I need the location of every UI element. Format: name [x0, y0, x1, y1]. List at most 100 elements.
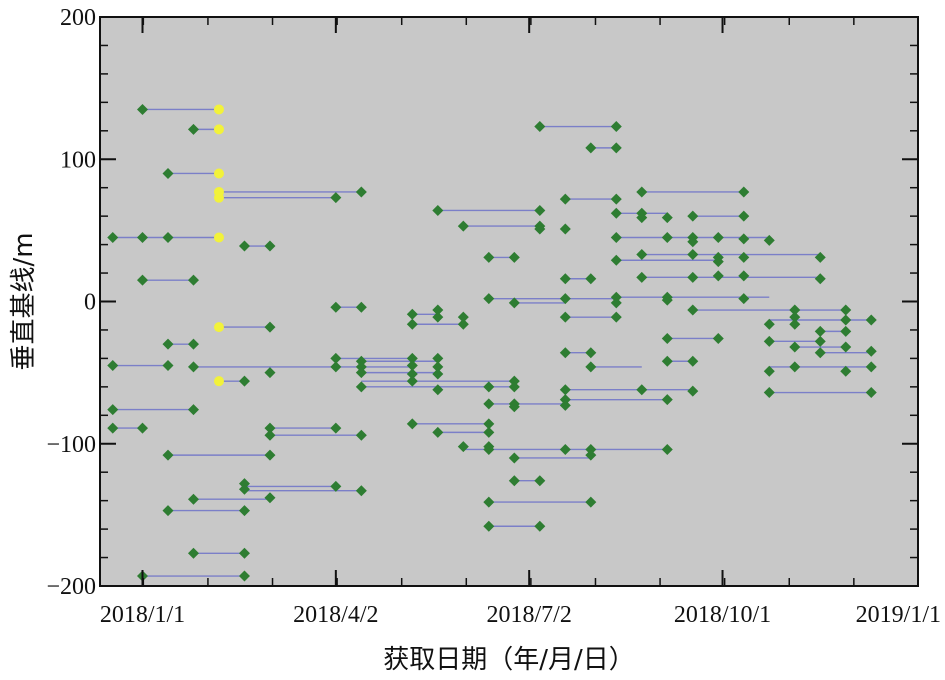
x-tick-label: 2018/10/1: [674, 602, 771, 628]
slave-point: [559, 273, 571, 285]
master-point: [213, 322, 224, 333]
slave-point: [483, 426, 495, 438]
slave-point: [264, 240, 276, 252]
slave-point: [610, 207, 622, 219]
slave-point: [483, 520, 495, 532]
slave-point: [483, 293, 495, 305]
slave-point: [585, 347, 597, 359]
slave-point: [238, 547, 250, 559]
master-point: [213, 168, 224, 179]
slave-point: [763, 318, 775, 330]
slave-point: [738, 293, 750, 305]
slave-point: [264, 429, 276, 441]
slave-point: [610, 231, 622, 243]
slave-point: [187, 361, 199, 373]
slave-point: [610, 291, 622, 303]
y-tick-label: 100: [60, 147, 96, 173]
slave-point: [865, 361, 877, 373]
slave-point: [687, 355, 699, 367]
slave-point: [355, 186, 367, 198]
slave-point: [585, 142, 597, 154]
y-tick-label: −100: [46, 432, 96, 458]
slave-point: [508, 375, 520, 387]
slave-point: [162, 505, 174, 517]
slave-point: [162, 449, 174, 461]
slave-point: [814, 273, 826, 285]
slave-point: [264, 492, 276, 504]
acquisition-points: [107, 103, 877, 582]
slave-point: [406, 375, 418, 387]
slave-point: [559, 347, 571, 359]
slave-point: [355, 381, 367, 393]
slave-point: [661, 355, 673, 367]
plot-area: [100, 17, 918, 586]
slave-point: [238, 240, 250, 252]
slave-point: [406, 368, 418, 380]
slave-point: [559, 293, 571, 305]
slave-point: [585, 443, 597, 455]
baseline-segments: [112, 108, 872, 577]
slave-point: [585, 361, 597, 373]
slave-point: [559, 193, 571, 205]
slave-point: [432, 384, 444, 396]
slave-point: [789, 304, 801, 316]
slave-point: [865, 387, 877, 399]
slave-point: [508, 381, 520, 393]
slave-point: [432, 311, 444, 323]
slave-point: [585, 273, 597, 285]
slave-point: [738, 186, 750, 198]
slave-point: [661, 443, 673, 455]
slave-point: [712, 270, 724, 282]
slave-point: [559, 443, 571, 455]
slave-point: [330, 352, 342, 364]
slave-point: [355, 355, 367, 367]
slave-point: [763, 234, 775, 246]
slave-point: [508, 452, 520, 464]
slave-point: [508, 297, 520, 309]
slave-point: [687, 236, 699, 248]
master-point: [213, 104, 224, 115]
slave-point: [264, 449, 276, 461]
slave-point: [814, 325, 826, 337]
slave-point: [432, 426, 444, 438]
slave-point: [712, 256, 724, 268]
slave-point: [483, 398, 495, 410]
slave-point: [559, 311, 571, 323]
slave-point: [355, 367, 367, 379]
x-tick-label: 2019/1/1: [856, 602, 941, 628]
slave-point: [483, 251, 495, 263]
slave-point: [534, 223, 546, 235]
slave-point: [687, 271, 699, 283]
slave-point: [636, 249, 648, 261]
slave-point: [789, 318, 801, 330]
slave-point: [187, 547, 199, 559]
slave-point: [162, 167, 174, 179]
slave-point: [355, 361, 367, 373]
slave-point: [432, 368, 444, 380]
slave-point: [136, 231, 148, 243]
slave-point: [738, 233, 750, 245]
slave-point: [559, 399, 571, 411]
slave-point: [432, 304, 444, 316]
slave-point: [457, 318, 469, 330]
slave-point: [789, 341, 801, 353]
slave-point: [330, 422, 342, 434]
slave-point: [238, 570, 250, 582]
slave-point: [763, 365, 775, 377]
slave-point: [162, 360, 174, 372]
slave-point: [610, 121, 622, 133]
slave-point: [355, 301, 367, 313]
slave-point: [330, 480, 342, 492]
y-tick-labels: −200 −100 0 100 200: [46, 5, 96, 600]
slave-point: [406, 418, 418, 430]
slave-point: [238, 375, 250, 387]
slave-point: [330, 192, 342, 204]
master-point: [213, 124, 224, 135]
slave-point: [187, 123, 199, 135]
slave-point: [610, 142, 622, 154]
slave-point: [661, 231, 673, 243]
x-tick-label: 2018/4/2: [293, 602, 378, 628]
slave-point: [406, 318, 418, 330]
slave-point: [661, 212, 673, 224]
slave-point: [457, 220, 469, 232]
